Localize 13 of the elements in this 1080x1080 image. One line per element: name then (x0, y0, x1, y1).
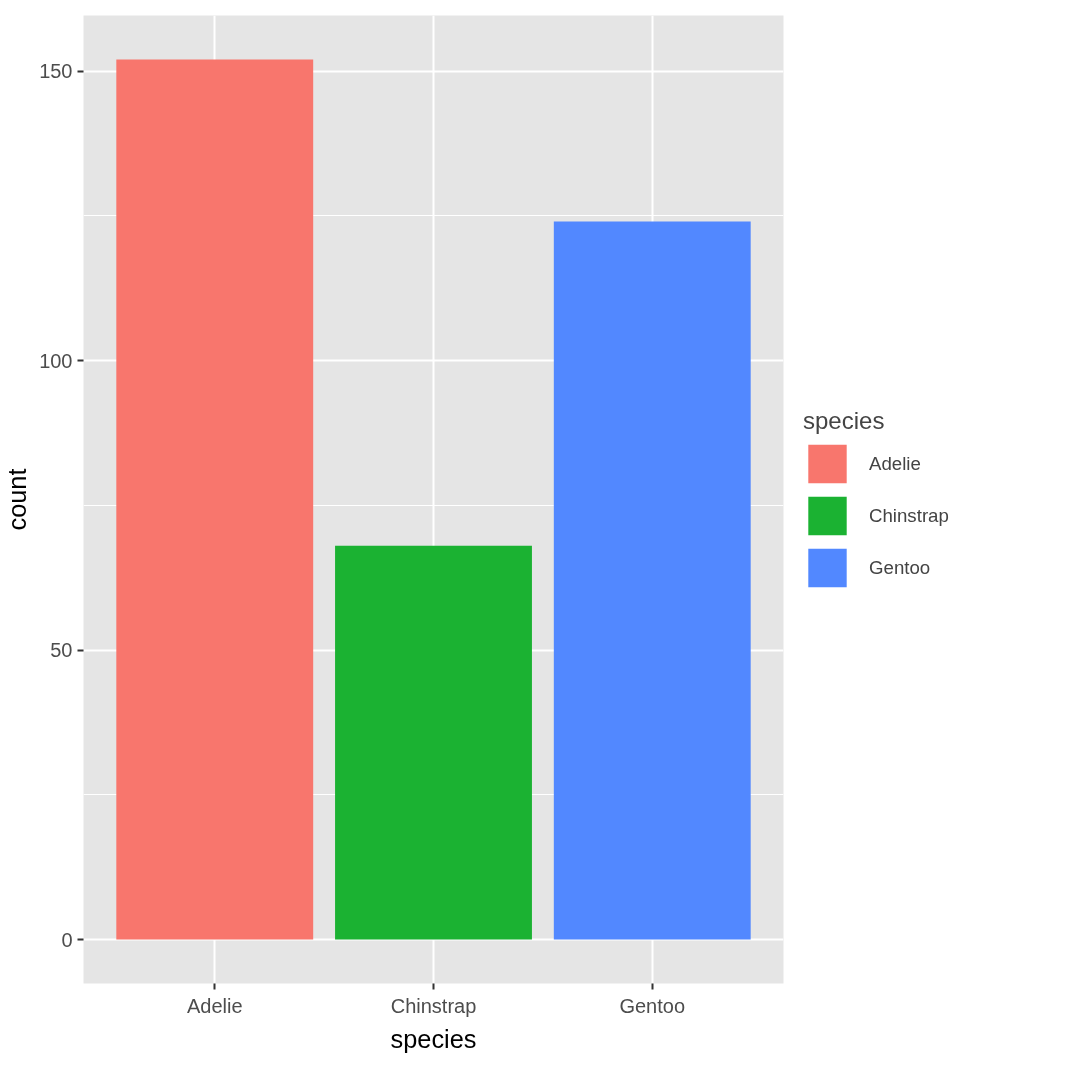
y-tick-label: 50 (50, 639, 73, 662)
y-tick-label: 0 (61, 928, 73, 951)
legend-label: Adelie (869, 452, 921, 475)
x-tick-label: Chinstrap (390, 994, 477, 1017)
x-tick-label: Adelie (186, 994, 243, 1017)
legend-title: species (803, 406, 886, 435)
legend-label: Gentoo (869, 556, 931, 579)
x-tick-label: Gentoo (619, 994, 686, 1017)
y-axis-title: count (3, 468, 32, 531)
legend-label: Chinstrap (869, 504, 949, 527)
x-axis-title: species (390, 1024, 477, 1053)
y-tick-label: 100 (39, 349, 73, 372)
y-tick-label: 150 (39, 60, 73, 83)
